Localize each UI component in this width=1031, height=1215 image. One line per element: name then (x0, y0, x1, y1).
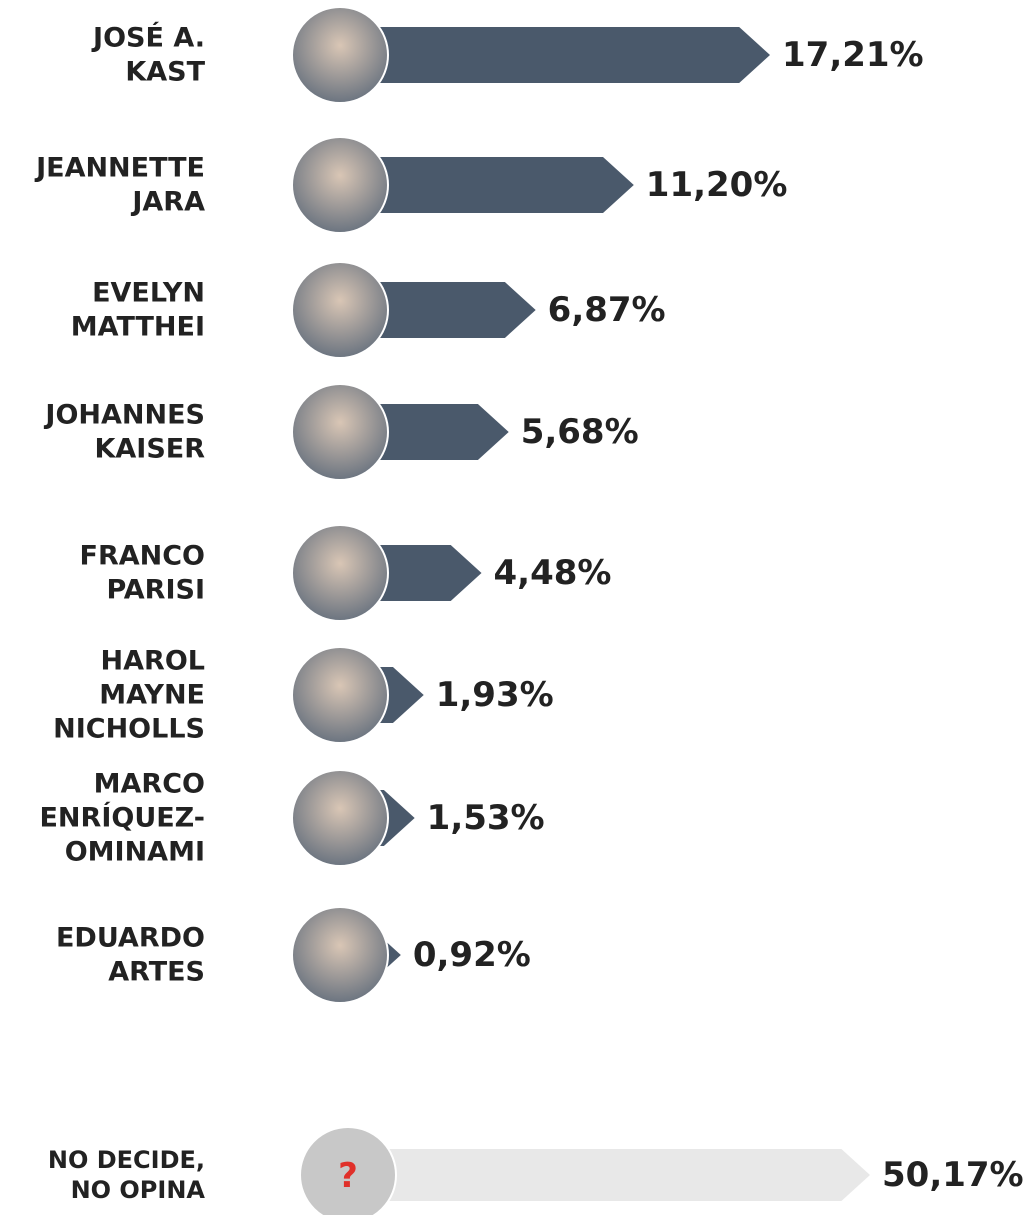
category-label: EVELYN MATTHEI (5, 276, 205, 344)
photo (292, 137, 388, 233)
page: ? JOSÉ A. KAST 17,21% JEANNETTE JARA 11,20%… (0, 0, 1031, 1215)
value-label: 1,53% (427, 798, 545, 838)
value-label: 6,87% (548, 290, 666, 330)
category-label: JOSÉ A. KAST (5, 21, 205, 89)
photo (292, 262, 388, 358)
photo (292, 384, 388, 480)
bar (348, 1149, 870, 1201)
photo (292, 647, 388, 743)
photo (292, 525, 388, 621)
value-label: 4,48% (494, 553, 612, 593)
photo (292, 770, 388, 866)
value-label: 1,93% (436, 675, 554, 715)
category-label: HAROL MAYNE NICHOLLS (5, 644, 205, 745)
category-label: FRANCO PARISI (5, 539, 205, 607)
category-label: MARCO ENRÍQUEZ- OMINAMI (5, 767, 205, 868)
category-label: NO DECIDE, NO OPINA (5, 1145, 205, 1205)
photo (292, 907, 388, 1003)
value-label: 50,17% (882, 1155, 1024, 1195)
icon: ? (338, 1156, 358, 1196)
value-label: 17,21% (782, 35, 924, 75)
bar (340, 27, 770, 83)
category-label: JEANNETTE JARA (5, 151, 205, 219)
photo (292, 7, 388, 103)
value-label: 11,20% (646, 165, 788, 205)
value-label: 0,92% (413, 935, 531, 975)
category-label: JOHANNES KAISER (5, 398, 205, 466)
category-label: EDUARDO ARTES (5, 921, 205, 989)
value-label: 5,68% (521, 412, 639, 452)
